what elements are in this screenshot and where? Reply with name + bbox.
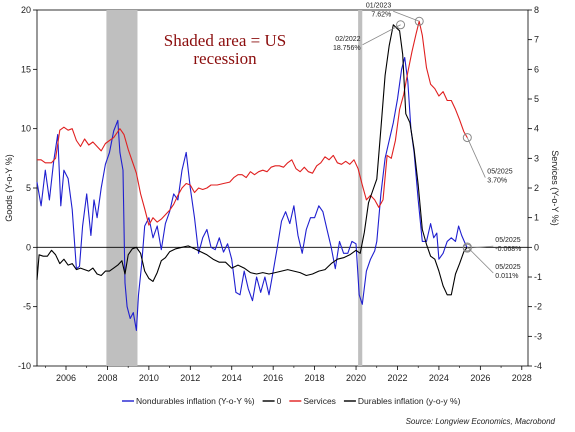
annotation-leader-4	[467, 246, 494, 274]
y-right-tick-label: -1	[534, 272, 542, 282]
recession-band-0	[106, 10, 138, 366]
x-tick-label-2018: 2018	[305, 373, 325, 383]
annotation-value-2: 3.70%	[487, 178, 507, 185]
annotation-date-2: 05/2025	[487, 169, 512, 176]
y-right-tick-label: 5	[534, 94, 539, 104]
y-axis-left-label: Goods (Y-o-Y %)	[4, 154, 14, 222]
durables-line	[36, 24, 468, 296]
y-right-tick-label: 6	[534, 64, 539, 74]
y-right-tick-label: -3	[534, 331, 542, 341]
annotation-marker-0	[414, 16, 424, 26]
annotation-value-1: 18.756%	[333, 45, 361, 52]
services-line	[37, 20, 468, 226]
annotation-date-0: 01/2023	[366, 2, 391, 9]
nondurables-line	[36, 56, 468, 331]
y-left-tick-label: -5	[23, 302, 31, 312]
axes: 2006 2008 2010 2012 2014 2016 2018 2020 2022 2024…	[18, 5, 542, 383]
x-tick-label-2026: 2026	[470, 373, 490, 383]
annotation-marker-4	[462, 242, 472, 252]
x-tick-label-2022: 2022	[387, 373, 407, 383]
chart-note-line1: Shaded area = US	[164, 31, 286, 50]
annotation-leader-0	[393, 10, 420, 22]
x-tick-label-2014: 2014	[222, 373, 242, 383]
y-left-tick-label: 0	[26, 242, 31, 252]
recession-shading	[106, 10, 363, 366]
y-left-tick-label: 20	[21, 5, 31, 15]
x-tick-label-2008: 2008	[97, 373, 117, 383]
annotation-marker-2	[462, 133, 472, 143]
y-left-tick-label: 15	[21, 64, 31, 74]
y-left-tick-label: 10	[21, 124, 31, 134]
y-right-tick-label: 8	[534, 5, 539, 15]
y-right-tick-label: 4	[534, 124, 539, 134]
y-right-tick-label: 1	[534, 213, 539, 223]
x-tick-label-2020: 2020	[346, 373, 366, 383]
annotation-value-4: 0.011%	[495, 273, 518, 280]
x-tick-label-2006: 2006	[56, 373, 76, 383]
annotation-value-3: -0.068%	[495, 246, 521, 253]
y-left-tick-label: -10	[18, 361, 31, 371]
annotation-date-1: 02/2022	[335, 36, 360, 43]
y-right-tick-label: 7	[534, 35, 539, 45]
y-right-tick-label: 3	[534, 153, 539, 163]
y-right-tick-label: 0	[534, 242, 539, 252]
annotations: 01/2023 7.62% 02/2022 18.756% 05/2025 3.70% 05…	[333, 2, 521, 280]
y-right-tick-label: -2	[534, 302, 542, 312]
x-tick-label-2024: 2024	[429, 373, 449, 383]
y-axis-right-label: Services (Y-o-Y %)	[550, 150, 560, 226]
y-right-tick-label: -4	[534, 361, 542, 371]
legend-label-0: Nondurables inflation (Y-o-Y %)	[136, 396, 255, 406]
y-left-tick-label: 5	[26, 183, 31, 193]
legend: Nondurables inflation (Y-o-Y %) 0 Services…	[122, 396, 461, 406]
annotation-leader-1	[362, 24, 401, 46]
y-right-tick-label: 2	[534, 183, 539, 193]
recession-band-1	[358, 10, 363, 366]
x-tick-label-2016: 2016	[263, 373, 283, 383]
series-lines	[36, 20, 528, 331]
legend-label-3: Durables inflation (y-o-y %)	[358, 396, 461, 406]
x-tick-label-2028: 2028	[512, 373, 532, 383]
legend-label-2: Services	[303, 396, 336, 406]
x-tick-label-2012: 2012	[180, 373, 200, 383]
source-note: Source: Longview Economics, Macrobond	[406, 417, 556, 426]
chart-note-line2: recession	[193, 49, 257, 68]
annotation-date-3: 05/2025	[495, 237, 520, 244]
annotation-value-0: 7.62%	[371, 11, 391, 18]
legend-label-1: 0	[277, 396, 282, 406]
annotation-leader-2	[466, 137, 486, 178]
x-tick-label-2010: 2010	[139, 373, 159, 383]
annotation-marker-1	[396, 20, 406, 30]
annotation-date-4: 05/2025	[495, 264, 520, 271]
